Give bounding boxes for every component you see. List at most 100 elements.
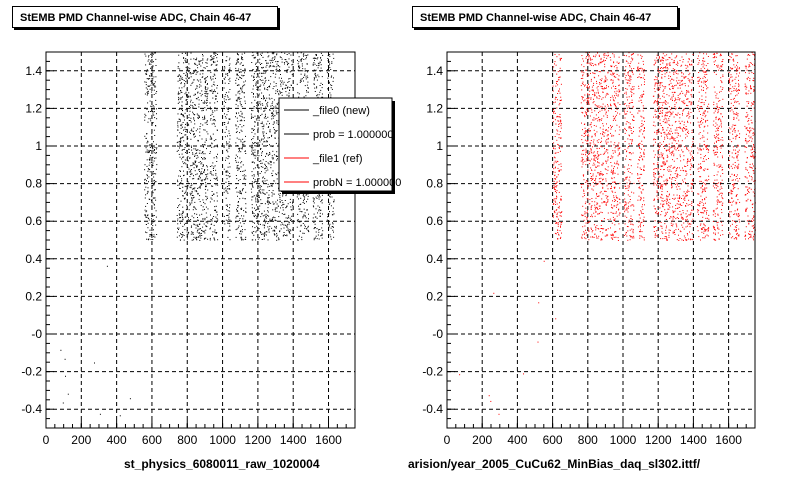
data-point: [628, 187, 630, 189]
data-point: [590, 80, 592, 82]
data-point: [213, 69, 215, 71]
data-point: [253, 93, 254, 95]
data-point: [613, 197, 615, 199]
data-point: [312, 200, 314, 202]
data-point: [196, 149, 198, 151]
data-point: [264, 218, 266, 220]
data-point: [593, 94, 595, 96]
data-point: [262, 138, 264, 140]
data-point: [155, 52, 156, 54]
data-point: [637, 77, 639, 78]
data-point: [559, 88, 560, 90]
data-point: [254, 162, 255, 164]
data-point: [236, 128, 238, 130]
data-point: [327, 65, 329, 67]
data-point: [586, 212, 588, 214]
data-point: [269, 85, 270, 87]
data-point: [557, 143, 559, 145]
data-point: [239, 192, 241, 194]
data-point: [212, 168, 214, 169]
data-point: [286, 54, 288, 55]
data-point: [628, 164, 629, 166]
data-point: [216, 178, 217, 180]
data-point: [611, 187, 612, 189]
data-point: [151, 55, 153, 57]
data-point: [253, 213, 255, 214]
data-point: [316, 228, 318, 230]
data-point: [272, 117, 274, 119]
data-point: [299, 230, 301, 232]
data-point: [285, 207, 287, 209]
data-point: [259, 89, 261, 91]
data-point: [594, 206, 596, 208]
data-point: [214, 178, 216, 180]
data-point: [183, 57, 185, 59]
data-point: [268, 55, 270, 57]
data-point: [630, 215, 632, 217]
data-point: [264, 88, 266, 90]
data-point: [153, 229, 154, 231]
data-point: [251, 153, 253, 155]
data-point: [213, 216, 215, 217]
data-point: [260, 185, 262, 187]
data-point: [147, 151, 149, 153]
data-point: [618, 133, 620, 135]
data-point: [241, 193, 242, 195]
data-point: [254, 142, 256, 143]
data-point: [625, 55, 627, 57]
data-point: [637, 178, 639, 179]
data-point: [240, 119, 242, 121]
data-point: [657, 78, 659, 80]
data-point: [239, 222, 241, 224]
data-point: [329, 55, 331, 57]
data-point: [202, 102, 204, 104]
data-point: [197, 118, 199, 119]
data-point: [615, 114, 617, 116]
data-point: [557, 167, 559, 169]
data-point: [638, 214, 640, 216]
data-point: [275, 220, 277, 222]
data-point: [596, 82, 598, 84]
data-point: [240, 233, 242, 235]
data-point: [213, 170, 214, 171]
data-point: [207, 178, 209, 180]
data-point: [593, 129, 595, 131]
data-point: [595, 177, 597, 179]
data-point: [150, 60, 151, 62]
data-point: [326, 72, 328, 74]
data-point: [214, 84, 216, 86]
data-point: [597, 52, 598, 54]
data-point: [178, 101, 180, 103]
data-point: [149, 157, 151, 159]
data-point: [237, 156, 238, 158]
data-point: [631, 114, 633, 115]
data-point: [146, 174, 148, 176]
data-point: [148, 145, 150, 147]
data-point: [285, 217, 287, 219]
data-point: [227, 205, 228, 207]
data-point: [592, 146, 593, 148]
data-point: [596, 131, 598, 133]
data-point: [177, 141, 179, 143]
data-point: [229, 207, 230, 209]
data-point: [611, 177, 613, 179]
data-point: [198, 80, 200, 82]
data-point: [556, 133, 558, 135]
data-point: [606, 196, 608, 198]
data-point: [299, 59, 301, 61]
data-point: [206, 176, 208, 178]
data-point: [638, 144, 640, 146]
data-point: [194, 69, 196, 71]
data-point: [555, 123, 557, 125]
data-point: [599, 107, 601, 109]
data-point: [586, 135, 588, 136]
data-point: [588, 83, 589, 85]
data-point: [586, 181, 588, 183]
data-point: [626, 187, 628, 189]
data-point: [604, 80, 606, 82]
data-point: [614, 186, 616, 188]
data-point: [226, 60, 228, 62]
data-point: [201, 180, 203, 182]
data-point: [315, 54, 317, 55]
data-point: [641, 213, 643, 214]
